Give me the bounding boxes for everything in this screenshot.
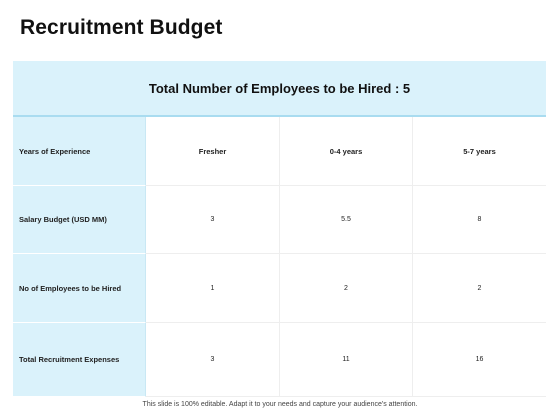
table-cell: 8: [413, 186, 546, 254]
table-grid: Years of Experience Fresher 0-4 years 5-…: [13, 117, 546, 397]
budget-table: Total Number of Employees to be Hired : …: [13, 61, 546, 397]
column-header-5-7-years: 5-7 years: [413, 117, 546, 186]
table-cell: 1: [146, 254, 280, 323]
table-banner: Total Number of Employees to be Hired : …: [13, 61, 546, 117]
table-cell: 11: [280, 323, 413, 397]
table-cell: 2: [280, 254, 413, 323]
row-label-total-expenses: Total Recruitment Expenses: [13, 323, 146, 397]
table-cell: 2: [413, 254, 546, 323]
column-header-0-4-years: 0-4 years: [280, 117, 413, 186]
table-cell: 3: [146, 323, 280, 397]
table-cell: 16: [413, 323, 546, 397]
column-header-fresher: Fresher: [146, 117, 280, 186]
header-row-label: Years of Experience: [13, 117, 146, 186]
page-title: Recruitment Budget: [20, 16, 223, 39]
table-cell: 5.5: [280, 186, 413, 254]
row-label-employees-hired: No of Employees to be Hired: [13, 254, 146, 323]
footer-note: This slide is 100% editable. Adapt it to…: [142, 401, 418, 408]
table-cell: 3: [146, 186, 280, 254]
banner-text: Total Number of Employees to be Hired : …: [148, 80, 411, 96]
row-label-salary-budget: Salary Budget (USD MM): [13, 186, 146, 254]
